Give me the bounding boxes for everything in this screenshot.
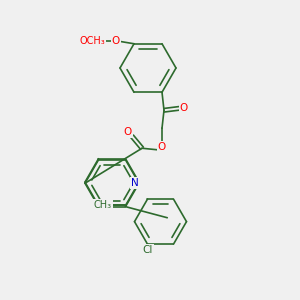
Text: O: O (124, 127, 132, 137)
Text: OCH₃: OCH₃ (79, 36, 105, 46)
Text: O: O (112, 36, 120, 46)
Text: CH₃: CH₃ (93, 200, 112, 211)
Text: O: O (158, 142, 166, 152)
Text: Cl: Cl (142, 245, 153, 255)
Text: N: N (131, 178, 139, 188)
Text: O: O (180, 103, 188, 113)
